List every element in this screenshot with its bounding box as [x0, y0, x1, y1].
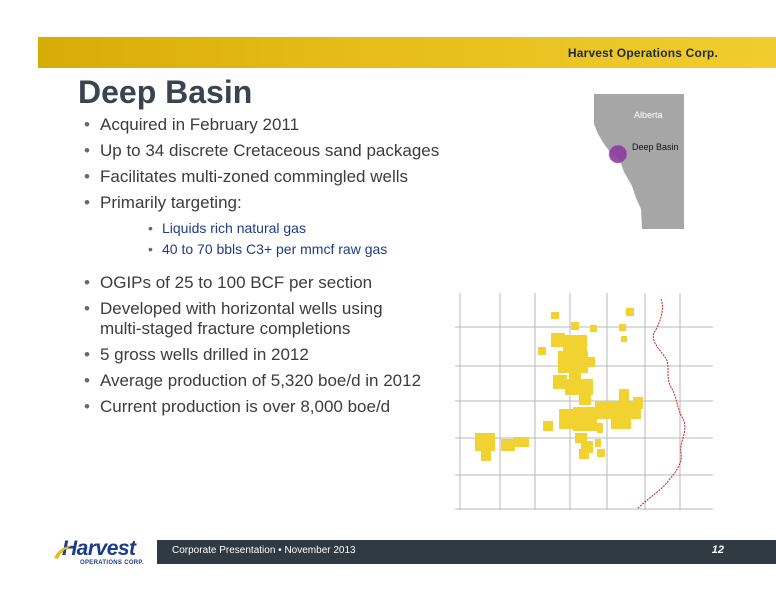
sub-bullet-list: Liquids rich natural gas 40 to 70 bbls C… [148, 219, 387, 261]
alberta-shape [594, 94, 684, 229]
sub-bullet-item: 40 to 70 bbls C3+ per mmcf raw gas [148, 240, 387, 258]
province-label: Alberta [634, 110, 663, 120]
header-band: Harvest Operations Corp. [38, 37, 776, 68]
deep-basin-marker [609, 145, 627, 163]
region-label: Deep Basin [632, 142, 679, 152]
harvest-logo: Harvest OPERATIONS CORP. [54, 537, 146, 568]
bullet-item: Up to 34 discrete Cretaceous sand packag… [84, 141, 474, 161]
bullet-item: Acquired in February 2011 [84, 115, 474, 135]
bullet-list: Acquired in February 2011 Up to 34 discr… [84, 115, 474, 423]
bullet-item: Primarily targeting: [84, 193, 474, 213]
alberta-map: Alberta Deep Basin [594, 94, 684, 229]
bullet-item: Average production of 5,320 boe/d in 201… [84, 371, 474, 391]
logo-word: Harvest [62, 537, 136, 560]
land-map [455, 293, 713, 510]
sub-bullet-item: Liquids rich natural gas [148, 219, 387, 237]
logo-subtitle: OPERATIONS CORP. [80, 560, 144, 566]
bullet-item: 5 gross wells drilled in 2012 [84, 345, 474, 365]
boundary-line [636, 298, 686, 510]
logo-swoosh-icon [54, 545, 74, 559]
footer-band: Corporate Presentation • November 2013 1… [157, 540, 776, 564]
slide-title: Deep Basin [78, 74, 253, 110]
footer-text: Corporate Presentation • November 2013 [172, 545, 356, 556]
page-number: 12 [711, 544, 724, 556]
bullet-item: Facilitates multi-zoned commingled wells [84, 167, 474, 187]
bullet-item: OGIPs of 25 to 100 BCF per section [84, 273, 474, 293]
bullet-item: Current production is over 8,000 boe/d [84, 397, 474, 417]
bullet-item: Developed with horizontal wells using mu… [84, 299, 410, 339]
company-name: Harvest Operations Corp. [567, 46, 718, 60]
